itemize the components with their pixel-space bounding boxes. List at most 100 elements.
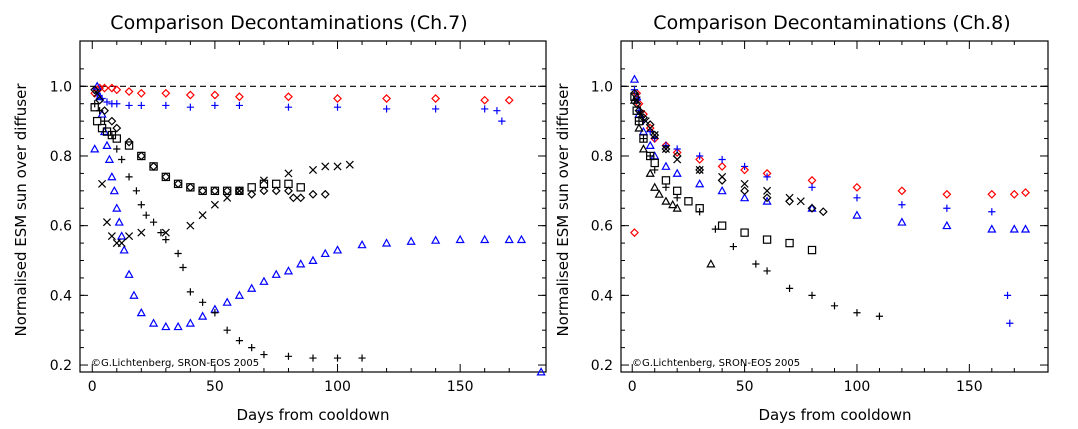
data-point <box>629 74 640 83</box>
data-point <box>235 101 244 110</box>
data-point <box>114 217 124 226</box>
data-point <box>248 344 256 352</box>
data-point <box>92 116 102 126</box>
data-point <box>296 259 306 268</box>
data-point <box>162 101 170 110</box>
data-point <box>504 95 514 105</box>
data-point <box>113 100 121 108</box>
data-points <box>629 74 1031 327</box>
data-point <box>332 245 343 254</box>
data-point <box>125 232 134 241</box>
data-point <box>684 197 693 206</box>
data-point <box>641 117 650 126</box>
data-point <box>260 350 268 359</box>
data-point <box>740 179 749 188</box>
data-point <box>102 218 112 227</box>
data-point <box>107 232 116 241</box>
data-point <box>740 186 750 196</box>
data-point <box>136 88 146 98</box>
data-point <box>672 168 682 177</box>
data-point <box>124 137 134 147</box>
data-point <box>695 165 704 174</box>
data-point <box>987 224 997 233</box>
data-point <box>432 105 440 113</box>
data-point <box>223 193 232 202</box>
data-point <box>108 131 116 139</box>
data-point <box>137 201 145 209</box>
data-point <box>259 176 268 185</box>
data-point <box>358 354 366 362</box>
data-point <box>90 144 100 153</box>
data-point <box>247 189 257 199</box>
tick-labels: 0 50 100 150 0.2 0.4 0.6 0.8 1.0 <box>50 79 474 395</box>
data-point <box>157 229 165 237</box>
data-point <box>186 103 194 111</box>
data-point <box>333 94 342 103</box>
data-point <box>632 106 641 115</box>
data-point <box>148 318 159 327</box>
data-point <box>480 234 490 244</box>
data-point <box>222 297 232 306</box>
data-point <box>696 152 704 160</box>
y-axis-label: Normalised ESM sun over diffuser <box>12 83 30 337</box>
plot-frame <box>79 40 547 373</box>
data-point <box>1006 319 1014 327</box>
data-point <box>271 269 281 278</box>
data-point <box>95 95 105 105</box>
x-tick-label: 0 <box>88 379 97 395</box>
y-tick-label: 0.8 <box>50 149 72 165</box>
chart-panel-ch8: Comparison Decontaminations (Ch.8) 0 50 10… <box>554 12 1049 424</box>
data-point <box>198 186 208 196</box>
data-point <box>638 144 649 153</box>
chart-title: Comparison Decontaminations (Ch.8) <box>653 12 1010 34</box>
data-point <box>516 234 527 244</box>
y-tick-label: 1.0 <box>591 79 613 95</box>
data-point <box>504 234 514 244</box>
data-point <box>706 259 716 268</box>
data-point <box>639 113 648 123</box>
data-point <box>118 155 126 164</box>
data-point <box>104 154 115 163</box>
data-point <box>161 172 171 182</box>
data-point <box>785 193 794 202</box>
data-point <box>763 173 771 181</box>
data-point <box>382 94 392 103</box>
data-point <box>284 352 293 360</box>
data-point <box>661 176 671 185</box>
y-tick-label: 0.2 <box>591 358 613 374</box>
data-point <box>198 186 207 196</box>
data-point <box>308 255 318 264</box>
data-point <box>498 117 506 125</box>
data-point <box>1009 189 1019 199</box>
data-point <box>210 186 220 196</box>
data-point <box>119 245 129 254</box>
data-point <box>406 236 416 245</box>
data-point <box>853 194 861 202</box>
axis-ticks <box>621 41 1048 372</box>
y-axis-label: Normalised ESM sun over diffuser <box>554 83 572 337</box>
data-point <box>762 196 772 205</box>
data-point <box>853 309 861 317</box>
data-point <box>661 196 671 205</box>
data-point <box>100 106 109 116</box>
data-point <box>796 197 805 206</box>
y-tick-label: 0.4 <box>591 288 613 304</box>
x-tick-label: 50 <box>206 379 224 395</box>
data-point <box>645 168 655 177</box>
data-point <box>654 189 664 198</box>
data-point <box>308 189 318 199</box>
data-point <box>661 144 671 154</box>
data-point <box>91 100 99 108</box>
data-point <box>807 175 817 185</box>
data-point <box>639 134 648 143</box>
data-point <box>381 238 392 247</box>
data-point <box>321 162 330 171</box>
data-point <box>637 110 646 119</box>
data-point <box>95 91 105 101</box>
data-point <box>284 179 293 189</box>
x-axis-label: Days from cooldown <box>236 406 389 424</box>
x-tick-label: 100 <box>844 379 871 395</box>
data-point <box>284 92 293 102</box>
data-point <box>234 92 244 102</box>
data-point <box>357 239 367 249</box>
